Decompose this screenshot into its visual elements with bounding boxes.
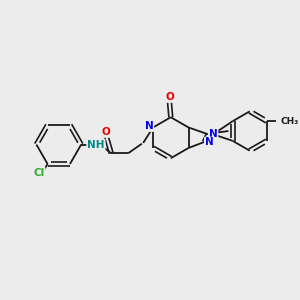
Text: Cl: Cl — [34, 168, 45, 178]
Text: CH₃: CH₃ — [280, 117, 299, 126]
Text: O: O — [102, 127, 111, 137]
Text: N: N — [209, 129, 218, 139]
Text: N: N — [145, 121, 153, 131]
Text: O: O — [165, 92, 174, 102]
Text: NH: NH — [87, 140, 105, 149]
Text: N: N — [205, 137, 214, 148]
